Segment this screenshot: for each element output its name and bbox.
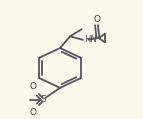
Text: S: S	[40, 95, 46, 104]
Text: O: O	[30, 108, 37, 117]
Text: HN: HN	[84, 35, 96, 44]
Text: O: O	[30, 82, 37, 91]
Text: O: O	[93, 15, 100, 24]
